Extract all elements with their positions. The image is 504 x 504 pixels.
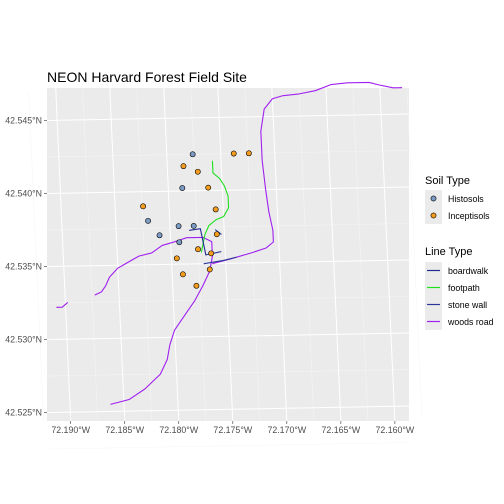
major-gridline-lon xyxy=(217,87,234,422)
soil-point-inceptisols xyxy=(193,282,200,289)
minor-gridline xyxy=(46,442,410,450)
minor-gridline xyxy=(244,87,261,421)
soil-point-inceptisols xyxy=(205,184,212,191)
line-boardwalk xyxy=(189,228,207,256)
x-tick-label: 72.185°W xyxy=(105,425,144,435)
minor-gridline xyxy=(190,88,207,422)
x-tick-label: 72.180°W xyxy=(159,425,198,435)
soil-point-inceptisols xyxy=(208,250,215,257)
legend-label-footpath: footpath xyxy=(448,283,480,293)
y-tick-label: 42.540°N xyxy=(5,188,42,198)
legend-label-woods-road: woods road xyxy=(447,317,494,327)
x-tick-label: 72.160°W xyxy=(376,425,415,435)
soil-point-inceptisols xyxy=(245,150,252,157)
legend-key-histosols xyxy=(430,195,437,202)
line-woods-road xyxy=(56,302,68,308)
minor-gridline xyxy=(46,223,410,231)
soil-point-inceptisols xyxy=(230,150,237,157)
soil-point-inceptisols xyxy=(173,255,180,262)
soil-point-inceptisols xyxy=(213,231,220,238)
major-gridline-lat xyxy=(46,332,410,341)
major-gridline-lat xyxy=(46,186,410,194)
legend-label-boardwalk: boardwalk xyxy=(448,266,489,276)
soil-point-histosols xyxy=(175,223,182,230)
map-title: NEON Harvard Forest Field Site xyxy=(47,69,247,85)
minor-gridline xyxy=(46,369,410,377)
soil-point-histosols xyxy=(190,222,197,229)
line-woods-road xyxy=(94,236,213,405)
soil-point-inceptisols xyxy=(194,168,201,175)
line-legend: Line Type boardwalk footpath stone wall … xyxy=(425,246,494,330)
line-stone-wall xyxy=(203,256,237,265)
soil-point-inceptisols xyxy=(180,163,187,170)
soil-legend-title: Soil Type xyxy=(425,175,470,187)
legend-key-inceptisols xyxy=(430,212,437,219)
minor-gridline xyxy=(298,87,315,420)
legend-label-stone-wall: stone wall xyxy=(448,300,487,310)
soil-point-histosols xyxy=(176,239,183,246)
soil-point-inceptisols xyxy=(140,203,146,210)
soil-legend: Soil Type Histosols Inceptisols xyxy=(425,175,490,224)
major-gridline-lat xyxy=(46,259,410,268)
legend-label-inceptisols: Inceptisols xyxy=(448,211,490,221)
x-tick-label: 72.170°W xyxy=(267,425,306,435)
y-tick-label: 42.545°N xyxy=(5,115,42,125)
minor-gridline xyxy=(82,90,98,422)
major-gridline-lon xyxy=(325,87,342,422)
graticule xyxy=(28,87,423,450)
soil-point-inceptisols xyxy=(206,266,213,273)
plot-panel xyxy=(47,88,409,421)
major-gridline-lon xyxy=(271,87,288,422)
major-gridline-lon xyxy=(109,87,126,422)
y-axis-ticks: 42.525°N 42.530°N 42.535°N 42.540°N 42.545°N xyxy=(5,115,47,418)
x-tick-label: 72.175°W xyxy=(213,425,252,435)
major-gridline-lat xyxy=(46,405,410,414)
major-gridline-lat xyxy=(46,113,410,121)
minor-gridline xyxy=(352,87,369,419)
major-gridline-lon xyxy=(163,87,180,422)
line-woods-road xyxy=(212,81,403,265)
minor-gridline xyxy=(46,150,410,158)
soil-point-histosols xyxy=(179,185,186,191)
x-axis-ticks: 72.190°W 72.185°W 72.180°W 72.175°W 72.170°W… xyxy=(51,421,415,435)
soil-point-histosols xyxy=(156,232,163,239)
major-gridline-lon xyxy=(55,87,72,422)
minor-gridline xyxy=(406,87,423,418)
line-legend-title: Line Type xyxy=(425,246,473,258)
minor-gridline xyxy=(28,91,44,422)
soil-point-inceptisols xyxy=(195,246,201,253)
legend-label-histosols: Histosols xyxy=(448,194,484,204)
soil-point-inceptisols xyxy=(212,206,219,213)
y-tick-label: 42.535°N xyxy=(5,262,42,272)
soil-point-inceptisols xyxy=(180,271,186,278)
minor-gridline xyxy=(46,296,410,304)
soil-point-histosols xyxy=(145,217,151,224)
soil-point-histosols xyxy=(189,151,196,158)
y-tick-label: 42.525°N xyxy=(5,408,42,418)
soil-points xyxy=(140,150,252,289)
y-tick-label: 42.530°N xyxy=(5,335,42,345)
line-footpath xyxy=(200,160,230,253)
x-tick-label: 72.190°W xyxy=(51,425,90,435)
major-gridline-lon xyxy=(379,87,396,422)
x-tick-label: 72.165°W xyxy=(321,425,360,435)
